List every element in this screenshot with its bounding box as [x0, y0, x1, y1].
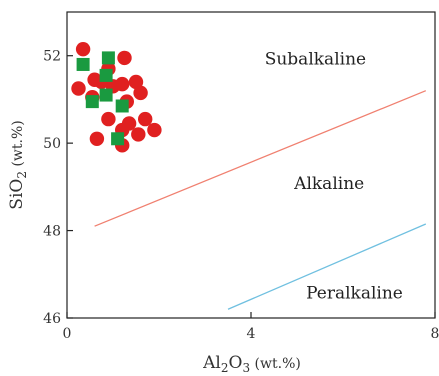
circle-point-14 — [121, 116, 137, 131]
x-tick-label: 8 — [431, 326, 439, 342]
circle-point-15 — [138, 111, 153, 127]
region-label-subalkaline: Subalkaline — [265, 49, 366, 69]
x-axis-title-sub1: 2 — [221, 361, 229, 375]
region-labels: Subalkaline Alkaline Peralkaline — [265, 49, 403, 303]
square-point-2 — [85, 95, 99, 109]
square-point-5 — [111, 132, 125, 146]
circle-point-16 — [131, 127, 146, 142]
x-tick-label: 4 — [247, 326, 256, 342]
square-point-0 — [76, 57, 90, 71]
y-axis-title-sub: 2 — [15, 171, 29, 179]
circle-point-8 — [115, 76, 130, 92]
y-tick-label: 50 — [43, 136, 61, 152]
x-axis-title-sub2: 3 — [242, 361, 250, 375]
y-axis-title-base: SiO — [7, 179, 27, 210]
boundary-line-subalkaline-alkaline — [94, 90, 427, 227]
x-axis-title-base: Al — [202, 353, 221, 373]
boundary-lines — [94, 90, 427, 310]
square-point-3 — [99, 88, 113, 102]
y-tick-label: 52 — [43, 49, 61, 65]
circle-point-0 — [75, 41, 91, 57]
region-label-alkaline: Alkaline — [293, 174, 364, 194]
square-point-4 — [115, 99, 129, 113]
x-axis-title: Al2O3 (wt.%) — [202, 353, 301, 375]
y-tick-label: 46 — [43, 311, 61, 327]
circle-point-18 — [89, 131, 105, 146]
circle-point-12 — [101, 111, 116, 127]
circle-point-7 — [117, 50, 132, 66]
boundary-line-alkaline-peralkaline — [227, 223, 427, 310]
y-axis-title: SiO2 (wt.%) — [7, 120, 29, 209]
circle-point-9 — [128, 74, 144, 90]
y-axis-title-unit: (wt.%) — [10, 120, 26, 171]
square-point-6 — [99, 68, 113, 82]
data-points — [71, 41, 162, 153]
x-tick-label: 0 — [63, 326, 72, 342]
circle-point-10 — [133, 85, 148, 101]
square-point-1 — [101, 51, 115, 65]
x-axis-title-mid: O — [229, 353, 243, 373]
region-label-peralkaline: Peralkaline — [306, 283, 403, 303]
y-tick-label: 48 — [43, 224, 61, 240]
x-axis-title-unit: (wt.%) — [250, 356, 301, 372]
circle-point-17 — [147, 122, 162, 138]
circle-point-1 — [71, 81, 86, 96]
